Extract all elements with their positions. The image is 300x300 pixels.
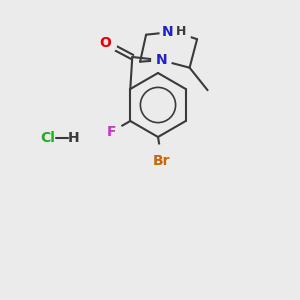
Text: Cl: Cl (40, 131, 56, 145)
Text: N: N (162, 25, 174, 39)
Text: H: H (176, 25, 186, 38)
Text: F: F (106, 125, 116, 139)
Text: O: O (99, 36, 111, 50)
Text: N: N (155, 53, 167, 67)
Text: H: H (68, 131, 80, 145)
Text: Br: Br (153, 154, 171, 168)
